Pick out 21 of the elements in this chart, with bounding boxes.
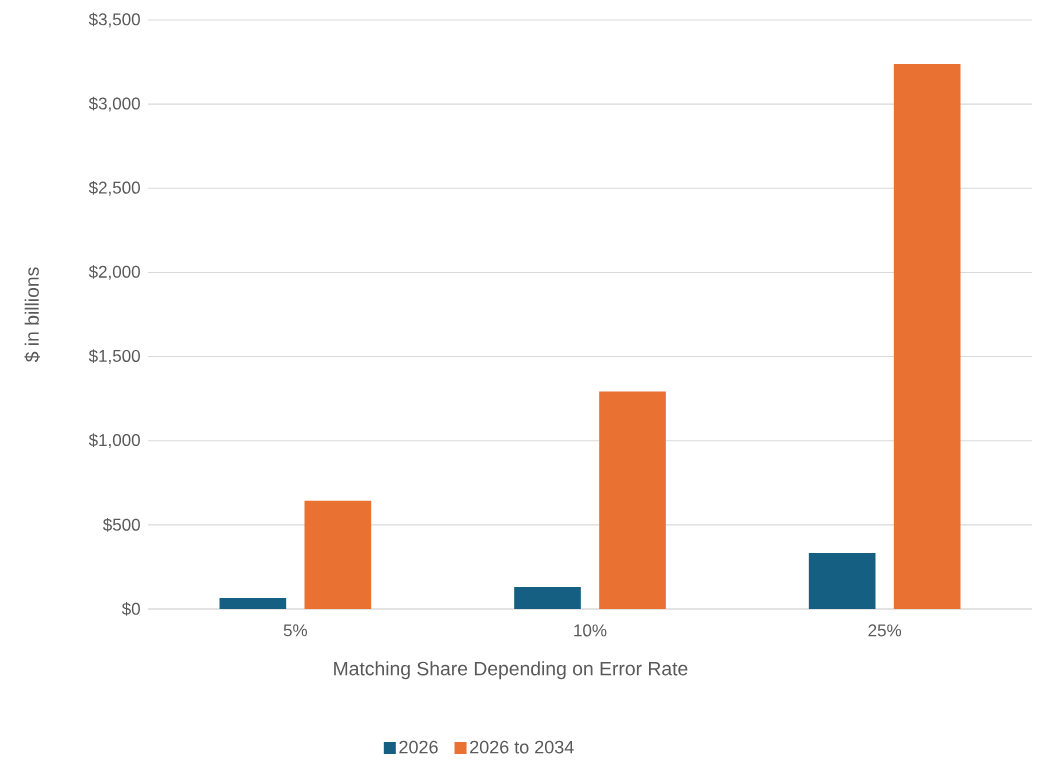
legend-label: 2026 to 2034 [470, 740, 574, 754]
x-tick-label: 25% [868, 624, 902, 637]
bar [219, 598, 287, 610]
y-tick-label: $1,000 [88, 433, 140, 449]
y-tick-label: $0 [121, 602, 140, 617]
x-tick-label: 10% [574, 624, 607, 637]
y-axis-title: $ in billions [24, 267, 41, 363]
y-tick-label: $2,500 [88, 181, 140, 196]
x-tick-label: 5% [283, 624, 308, 637]
y-tick-label: $2,000 [88, 265, 140, 280]
bar [808, 553, 876, 610]
y-tick-label: $3,500 [88, 12, 140, 28]
bar [304, 500, 372, 610]
bar [599, 391, 666, 610]
y-tick-label: $1,500 [88, 349, 140, 365]
bar [893, 64, 961, 610]
x-axis-title: Matching Share Depending on Error Rate [334, 661, 688, 680]
y-tick-label: $500 [103, 518, 140, 532]
bar [514, 587, 581, 610]
y-tick-label: $3,000 [88, 96, 140, 112]
legend-label: 2026 [399, 740, 438, 754]
